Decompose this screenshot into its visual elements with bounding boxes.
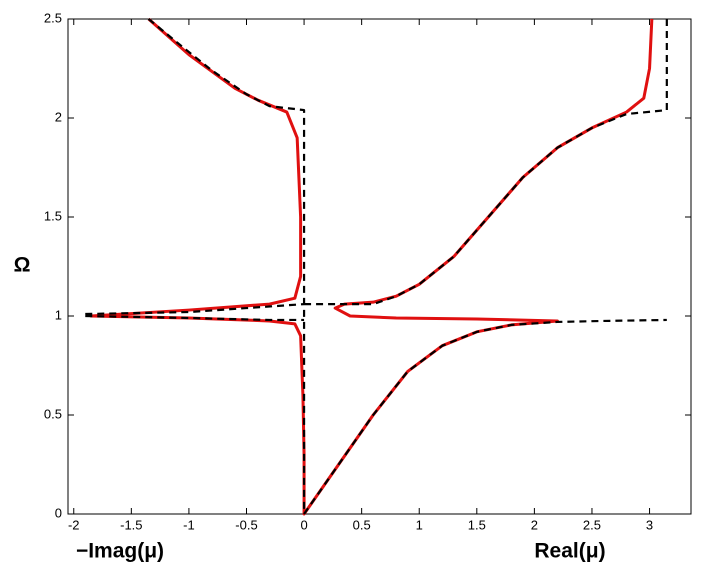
x-tick-label: 0 [300, 517, 307, 532]
x-tick-label: 3 [646, 517, 653, 532]
y-tick-label: 1.5 [44, 208, 62, 223]
y-tick-label: 2 [55, 109, 62, 124]
x-tick-label: -0.5 [235, 517, 257, 532]
x-tick-label: 1 [416, 517, 423, 532]
y-tick-label: 2.5 [44, 10, 62, 25]
x-tick-label: -1 [183, 517, 195, 532]
x-tick-label: 2 [531, 517, 538, 532]
dashed-curve [85, 18, 668, 515]
x-tick-label: 0.5 [353, 517, 371, 532]
x-axis-label-real: Real(μ) [534, 540, 605, 563]
x-tick-label: -2 [68, 517, 80, 532]
plot-frame [67, 18, 692, 515]
y-tick-label: 1 [55, 307, 62, 322]
y-tick-label: 0 [55, 505, 62, 520]
y-tick-label: 0.5 [44, 406, 62, 421]
solid-curve [89, 17, 654, 516]
x-tick-label: 2.5 [583, 517, 601, 532]
y-axis-label: Ω [14, 254, 31, 277]
x-axis-label-imag: −Imag(μ) [76, 540, 164, 563]
x-tick-label: -1.5 [120, 517, 142, 532]
x-tick-label: 1.5 [468, 517, 486, 532]
